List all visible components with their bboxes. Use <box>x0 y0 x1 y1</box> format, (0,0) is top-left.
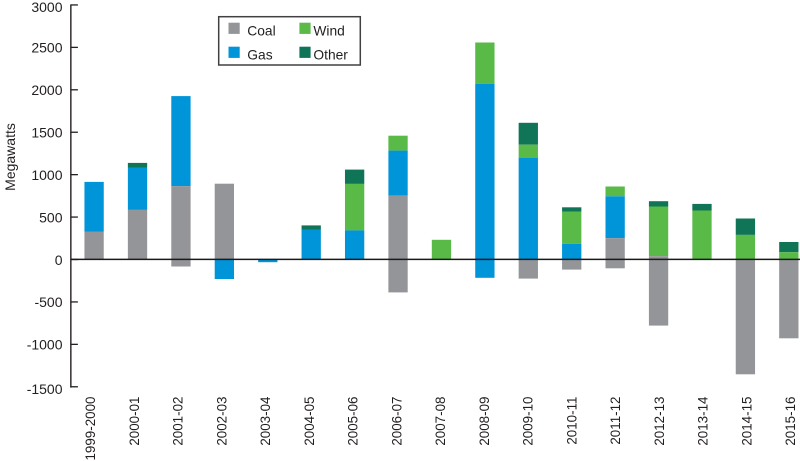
svg-text:1999-2000: 1999-2000 <box>83 397 98 461</box>
svg-text:2005-06: 2005-06 <box>346 397 361 446</box>
svg-text:2013-14: 2013-14 <box>696 396 711 446</box>
svg-text:2000-01: 2000-01 <box>127 397 142 446</box>
svg-text:2009-10: 2009-10 <box>521 397 536 446</box>
svg-text:2002-03: 2002-03 <box>214 397 229 446</box>
svg-text:-1500: -1500 <box>27 381 63 397</box>
svg-text:2012-13: 2012-13 <box>652 397 667 446</box>
svg-text:Other: Other <box>313 47 348 62</box>
svg-text:0: 0 <box>55 252 63 268</box>
svg-text:500: 500 <box>39 209 63 225</box>
svg-text:Wind: Wind <box>313 23 344 38</box>
svg-text:2010-11: 2010-11 <box>564 397 579 445</box>
svg-text:1000: 1000 <box>31 167 62 183</box>
svg-text:2000: 2000 <box>31 82 62 98</box>
svg-text:3000: 3000 <box>31 0 62 15</box>
svg-text:2006-07: 2006-07 <box>389 397 404 446</box>
svg-text:2011-12: 2011-12 <box>608 397 623 445</box>
svg-text:Megawatts: Megawatts <box>2 123 18 191</box>
svg-text:2004-05: 2004-05 <box>302 397 317 446</box>
svg-text:Gas: Gas <box>247 47 272 62</box>
svg-text:2001-02: 2001-02 <box>171 397 186 446</box>
svg-text:1500: 1500 <box>31 125 62 141</box>
svg-text:2015-16: 2015-16 <box>783 397 798 446</box>
svg-text:-1000: -1000 <box>27 337 63 353</box>
svg-text:2500: 2500 <box>31 40 62 56</box>
svg-text:2008-09: 2008-09 <box>477 397 492 446</box>
svg-text:2007-08: 2007-08 <box>433 397 448 446</box>
svg-text:2003-04: 2003-04 <box>258 396 273 446</box>
svg-text:2014-15: 2014-15 <box>739 397 754 446</box>
svg-text:Coal: Coal <box>247 23 275 38</box>
svg-text:-500: -500 <box>34 294 62 310</box>
